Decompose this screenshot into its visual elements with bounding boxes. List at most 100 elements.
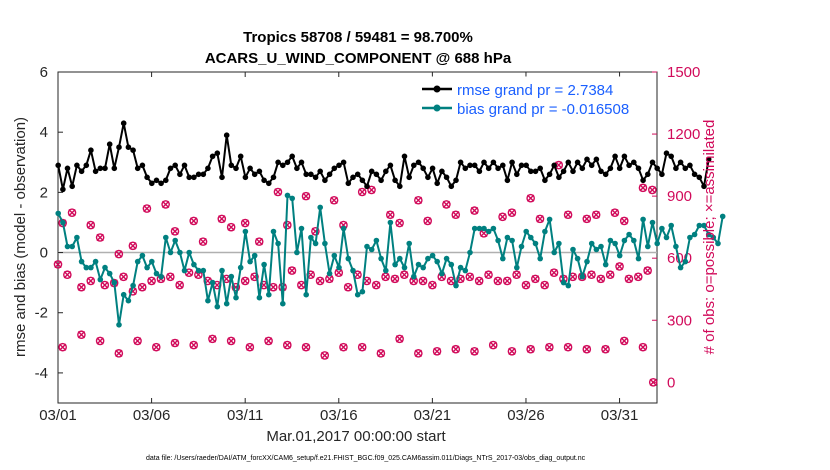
bias-point [574, 255, 581, 262]
obs-count-marker [470, 206, 479, 215]
obs-possible-circle [488, 340, 498, 350]
rmse-point [401, 153, 408, 160]
obs-assimilated-cross [536, 215, 544, 223]
obs-count-marker [189, 216, 199, 226]
obs-count-marker [451, 344, 461, 354]
obs-assimilated-cross [199, 237, 207, 246]
rmse-point [134, 165, 141, 172]
obs-count-marker [615, 262, 624, 271]
bias-point [518, 243, 525, 250]
obs-possible-circle [535, 214, 545, 224]
obs-count-marker [63, 270, 72, 280]
obs-count-marker [619, 336, 629, 346]
obs-assimilated-cross [96, 337, 104, 345]
obs-possible-circle [648, 185, 657, 195]
obs-possible-circle [414, 195, 423, 205]
bias-point [406, 240, 413, 247]
obs-count-marker [240, 276, 250, 286]
rmse-point [308, 171, 314, 178]
rmse-point [120, 120, 127, 126]
obs-count-marker [301, 342, 311, 352]
rmse-point [275, 159, 281, 166]
rmse-point [378, 177, 384, 184]
bias-point [261, 261, 267, 268]
obs-count-marker [114, 349, 124, 358]
obs-count-marker [133, 336, 142, 346]
obs-possible-circle [526, 344, 535, 354]
obs-count-marker [114, 249, 124, 259]
obs-assimilated-cross [409, 277, 418, 285]
bias-point [415, 261, 422, 268]
obs-assimilated-cross [166, 273, 175, 281]
bias-point [191, 261, 197, 268]
y-left-tick-label: 0 [40, 245, 48, 262]
obs-possible-circle [521, 280, 531, 290]
bias-point [448, 261, 455, 268]
rmse-point [298, 159, 305, 166]
obs-count-marker [339, 342, 348, 352]
rmse-point [504, 177, 511, 184]
bias-point [631, 237, 637, 244]
obs-possible-circle [582, 344, 592, 354]
bias-point [570, 246, 576, 253]
obs-possible-circle [633, 272, 643, 282]
bias-point [158, 273, 164, 280]
bias-point [214, 303, 221, 310]
rmse-point [312, 174, 319, 181]
obs-count-marker [166, 272, 175, 282]
obs-assimilated-cross [526, 345, 535, 353]
obs-count-marker [633, 272, 643, 282]
obs-assimilated-cross [353, 271, 362, 279]
bias-point [425, 255, 431, 262]
obs-count-marker [147, 276, 156, 286]
rmse-point [476, 168, 483, 175]
bias-point [308, 234, 314, 241]
obs-count-marker [474, 276, 484, 286]
obs-assimilated-cross [358, 188, 366, 196]
rmse-point [350, 174, 356, 181]
rmse-point [214, 150, 221, 156]
obs-count-marker [217, 214, 227, 224]
rmse-point [228, 162, 235, 169]
rmse-point [242, 174, 249, 181]
obs-assimilated-cross [648, 186, 657, 194]
rmse-point [579, 165, 586, 172]
bias-point [340, 225, 347, 232]
obs-assimilated-cross [466, 273, 474, 281]
obs-possible-circle [175, 280, 184, 290]
rmse-point [92, 168, 99, 175]
obs-count-marker [507, 208, 517, 217]
bias-point [528, 234, 534, 241]
obs-possible-circle [470, 346, 479, 356]
rmse-point [570, 168, 576, 175]
bias-point [294, 249, 300, 256]
bias-point [687, 234, 693, 241]
obs-possible-circle [610, 208, 620, 217]
rmse-point [490, 159, 497, 166]
obs-assimilated-cross [597, 275, 605, 283]
rmse-point [209, 153, 216, 160]
obs-count-marker [287, 266, 297, 275]
rmse-point [495, 165, 501, 172]
obs-assimilated-cross [583, 345, 591, 353]
rmse-point [429, 165, 436, 172]
obs-possible-circle [245, 342, 255, 352]
obs-count-marker [465, 272, 475, 282]
obs-count-marker [264, 336, 273, 346]
bias-point [392, 261, 398, 268]
rmse-point [588, 162, 595, 169]
bias-point [354, 291, 361, 298]
rmse-point [354, 171, 361, 178]
bias-point [345, 255, 352, 262]
bias-point [635, 255, 642, 262]
rmse-point [383, 168, 389, 175]
bias-point [471, 225, 478, 232]
obs-assimilated-cross [381, 273, 390, 281]
obs-possible-circle [428, 280, 437, 290]
obs-assimilated-cross [246, 343, 254, 351]
obs-possible-circle [367, 185, 376, 195]
bias-point [387, 219, 394, 226]
obs-possible-circle [399, 270, 409, 280]
obs-count-marker [526, 193, 535, 203]
rmse-point [448, 183, 455, 190]
